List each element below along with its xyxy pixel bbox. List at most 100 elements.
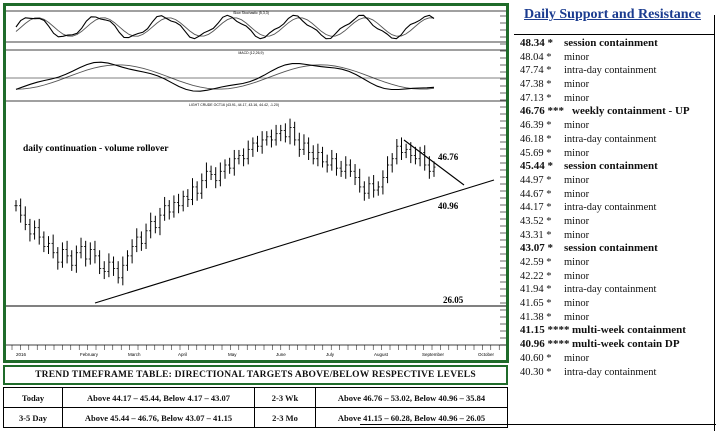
level-row: 43.07 * session containment [520, 242, 716, 256]
level-label: minor [564, 188, 590, 200]
level-row: 46.18 * intra-day containment [520, 133, 716, 147]
x-tick-label: October [478, 352, 495, 357]
level-label: weekly containment - UP [572, 105, 690, 118]
level-row: 41.65 * minor [520, 297, 716, 311]
level-label: intra-day containment [564, 284, 657, 296]
level-row: 40.30 * intra-day containment [520, 366, 716, 380]
level-price: 47.13 * [520, 92, 552, 104]
level-row: 44.97 * minor [520, 174, 716, 188]
level-label: minor [564, 147, 590, 159]
level-row: 47.74 * intra-day containment [520, 64, 716, 78]
level-price: 40.30 * [520, 366, 552, 378]
resistance-trendline [403, 139, 465, 186]
target-range: Above 45.44 – 46.76, Below 43.07 – 41.15 [62, 407, 255, 428]
level-label: minor [564, 257, 590, 268]
trend-table-title: TREND TIMEFRAME TABLE: DIRECTIONAL TARGE… [3, 365, 508, 385]
price-panel-title: LIGHT CRUDE OCT16 (43.91, 44.17, 43.16, … [189, 103, 279, 107]
level-label: minor [564, 270, 590, 282]
stochastic-line [15, 14, 435, 40]
level-row: 44.67 * minor [520, 188, 716, 202]
level-label: minor [564, 311, 590, 323]
level-row: 40.60 * minor [520, 352, 716, 366]
chart-annotation: daily continuation - volume rollover [23, 144, 169, 154]
level-label: minor [564, 79, 590, 91]
stochastic-signal-line [15, 17, 435, 37]
support-resistance-panel: Daily Support and Resistance 48.34 * sess… [514, 3, 717, 431]
support-resistance-title: Daily Support and Resistance [524, 7, 701, 22]
level-row: 40.96 **** multi-week contain DP [520, 338, 716, 352]
level-row: 47.38 * minor [520, 78, 716, 92]
level-row: 43.52 * minor [520, 215, 716, 229]
x-tick-label: May [228, 352, 237, 357]
timeframe-label: 3-5 Day [3, 407, 63, 428]
level-price: 44.67 * [520, 188, 552, 200]
stochastic-panel-title: Slow Stochastic (5,3,3) [233, 11, 269, 15]
level-label: minor [564, 120, 590, 132]
level-label: minor [564, 174, 590, 186]
x-tick-label: August [374, 352, 389, 357]
timeframe-label: 2-3 Mo [254, 407, 316, 428]
level-label: minor [564, 51, 590, 63]
level-label: session containment [564, 160, 658, 173]
level-row: 45.44 * session containment [520, 160, 716, 174]
target-range: Above 41.15 – 60.28, Below 40.96 – 26.05 [315, 407, 508, 428]
divider [714, 15, 715, 431]
level-price: 45.69 * [520, 147, 552, 159]
level-price: 48.04 * [520, 51, 552, 63]
level-row: 43.31 * minor [520, 229, 716, 243]
level-price: 45.44 * [520, 160, 553, 173]
x-tick-label: June [276, 352, 286, 357]
level-row: 46.76 *** weekly containment - UP [520, 105, 716, 119]
price-level-label: 40.96 [438, 201, 459, 211]
level-price: 42.59 * [520, 257, 552, 268]
level-row: 41.94 * intra-day containment [520, 283, 716, 297]
level-price: 40.60 * [520, 352, 552, 364]
price-chart: Slow Stochastic (5,3,3) MACD (12,26,9) LIG… [6, 10, 506, 357]
level-price: 42.22 * [520, 270, 552, 282]
level-price: 46.76 *** [520, 105, 564, 118]
level-price: 46.39 * [520, 120, 552, 132]
level-row: 46.39 * minor [520, 119, 716, 133]
x-tick-label: July [326, 352, 335, 357]
level-price: 43.52 * [520, 215, 552, 227]
level-label: intra-day containment [564, 133, 657, 145]
level-label: intra-day containment [564, 366, 657, 378]
level-price: 44.17 * [520, 202, 552, 214]
level-row: 48.34 * session containment [520, 37, 716, 51]
level-label: minor [564, 229, 590, 241]
target-range: Above 44.17 – 45.44, Below 4.17 – 43.07 [62, 387, 255, 408]
support-trendline [94, 179, 495, 304]
level-price: 41.15 **** [520, 324, 570, 337]
table-row: 3-5 Day Above 45.44 – 46.76, Below 43.07 … [3, 407, 508, 428]
level-price: 41.65 * [520, 298, 552, 310]
x-tick-label: 2016 [16, 352, 27, 357]
x-tick-label: April [178, 352, 187, 357]
level-label: multi-week contain DP [572, 338, 680, 351]
level-price: 41.94 * [520, 284, 552, 296]
x-tick-label: September [422, 352, 445, 357]
level-price: 43.07 * [520, 242, 553, 255]
level-row: 45.69 * minor [520, 147, 716, 161]
level-label: session containment [564, 242, 658, 255]
level-row: 44.17 * intra-day containment [520, 201, 716, 215]
level-row: 42.59 * minor [520, 256, 716, 270]
price-level-label: 46.76 [438, 152, 459, 162]
level-row: 47.13 * minor [520, 92, 716, 106]
trend-timeframe-table-section: TREND TIMEFRAME TABLE: DIRECTIONAL TARGE… [0, 363, 512, 432]
divider [360, 424, 716, 425]
level-label: intra-day containment [564, 202, 657, 214]
timeframe-label: 2-3 Wk [254, 387, 316, 408]
divider [514, 34, 714, 35]
level-label: minor [564, 92, 590, 104]
macd-panel-title: MACD (12,26,9) [238, 51, 263, 55]
level-price: 48.34 * [520, 37, 553, 49]
macd-line [15, 61, 435, 92]
level-row: 48.04 * minor [520, 51, 716, 65]
level-price: 47.74 * [520, 65, 552, 77]
trend-table: Today Above 44.17 – 45.44, Below 4.17 – 4… [3, 387, 508, 428]
level-list: 48.34 * session containment 48.04 * minor 47… [520, 37, 716, 379]
price-chart-frame: Slow Stochastic (5,3,3) MACD (12,26,9) LIG… [3, 3, 509, 363]
level-label: minor [564, 352, 590, 364]
level-price: 47.38 * [520, 79, 552, 91]
level-price: 46.18 * [520, 133, 552, 145]
